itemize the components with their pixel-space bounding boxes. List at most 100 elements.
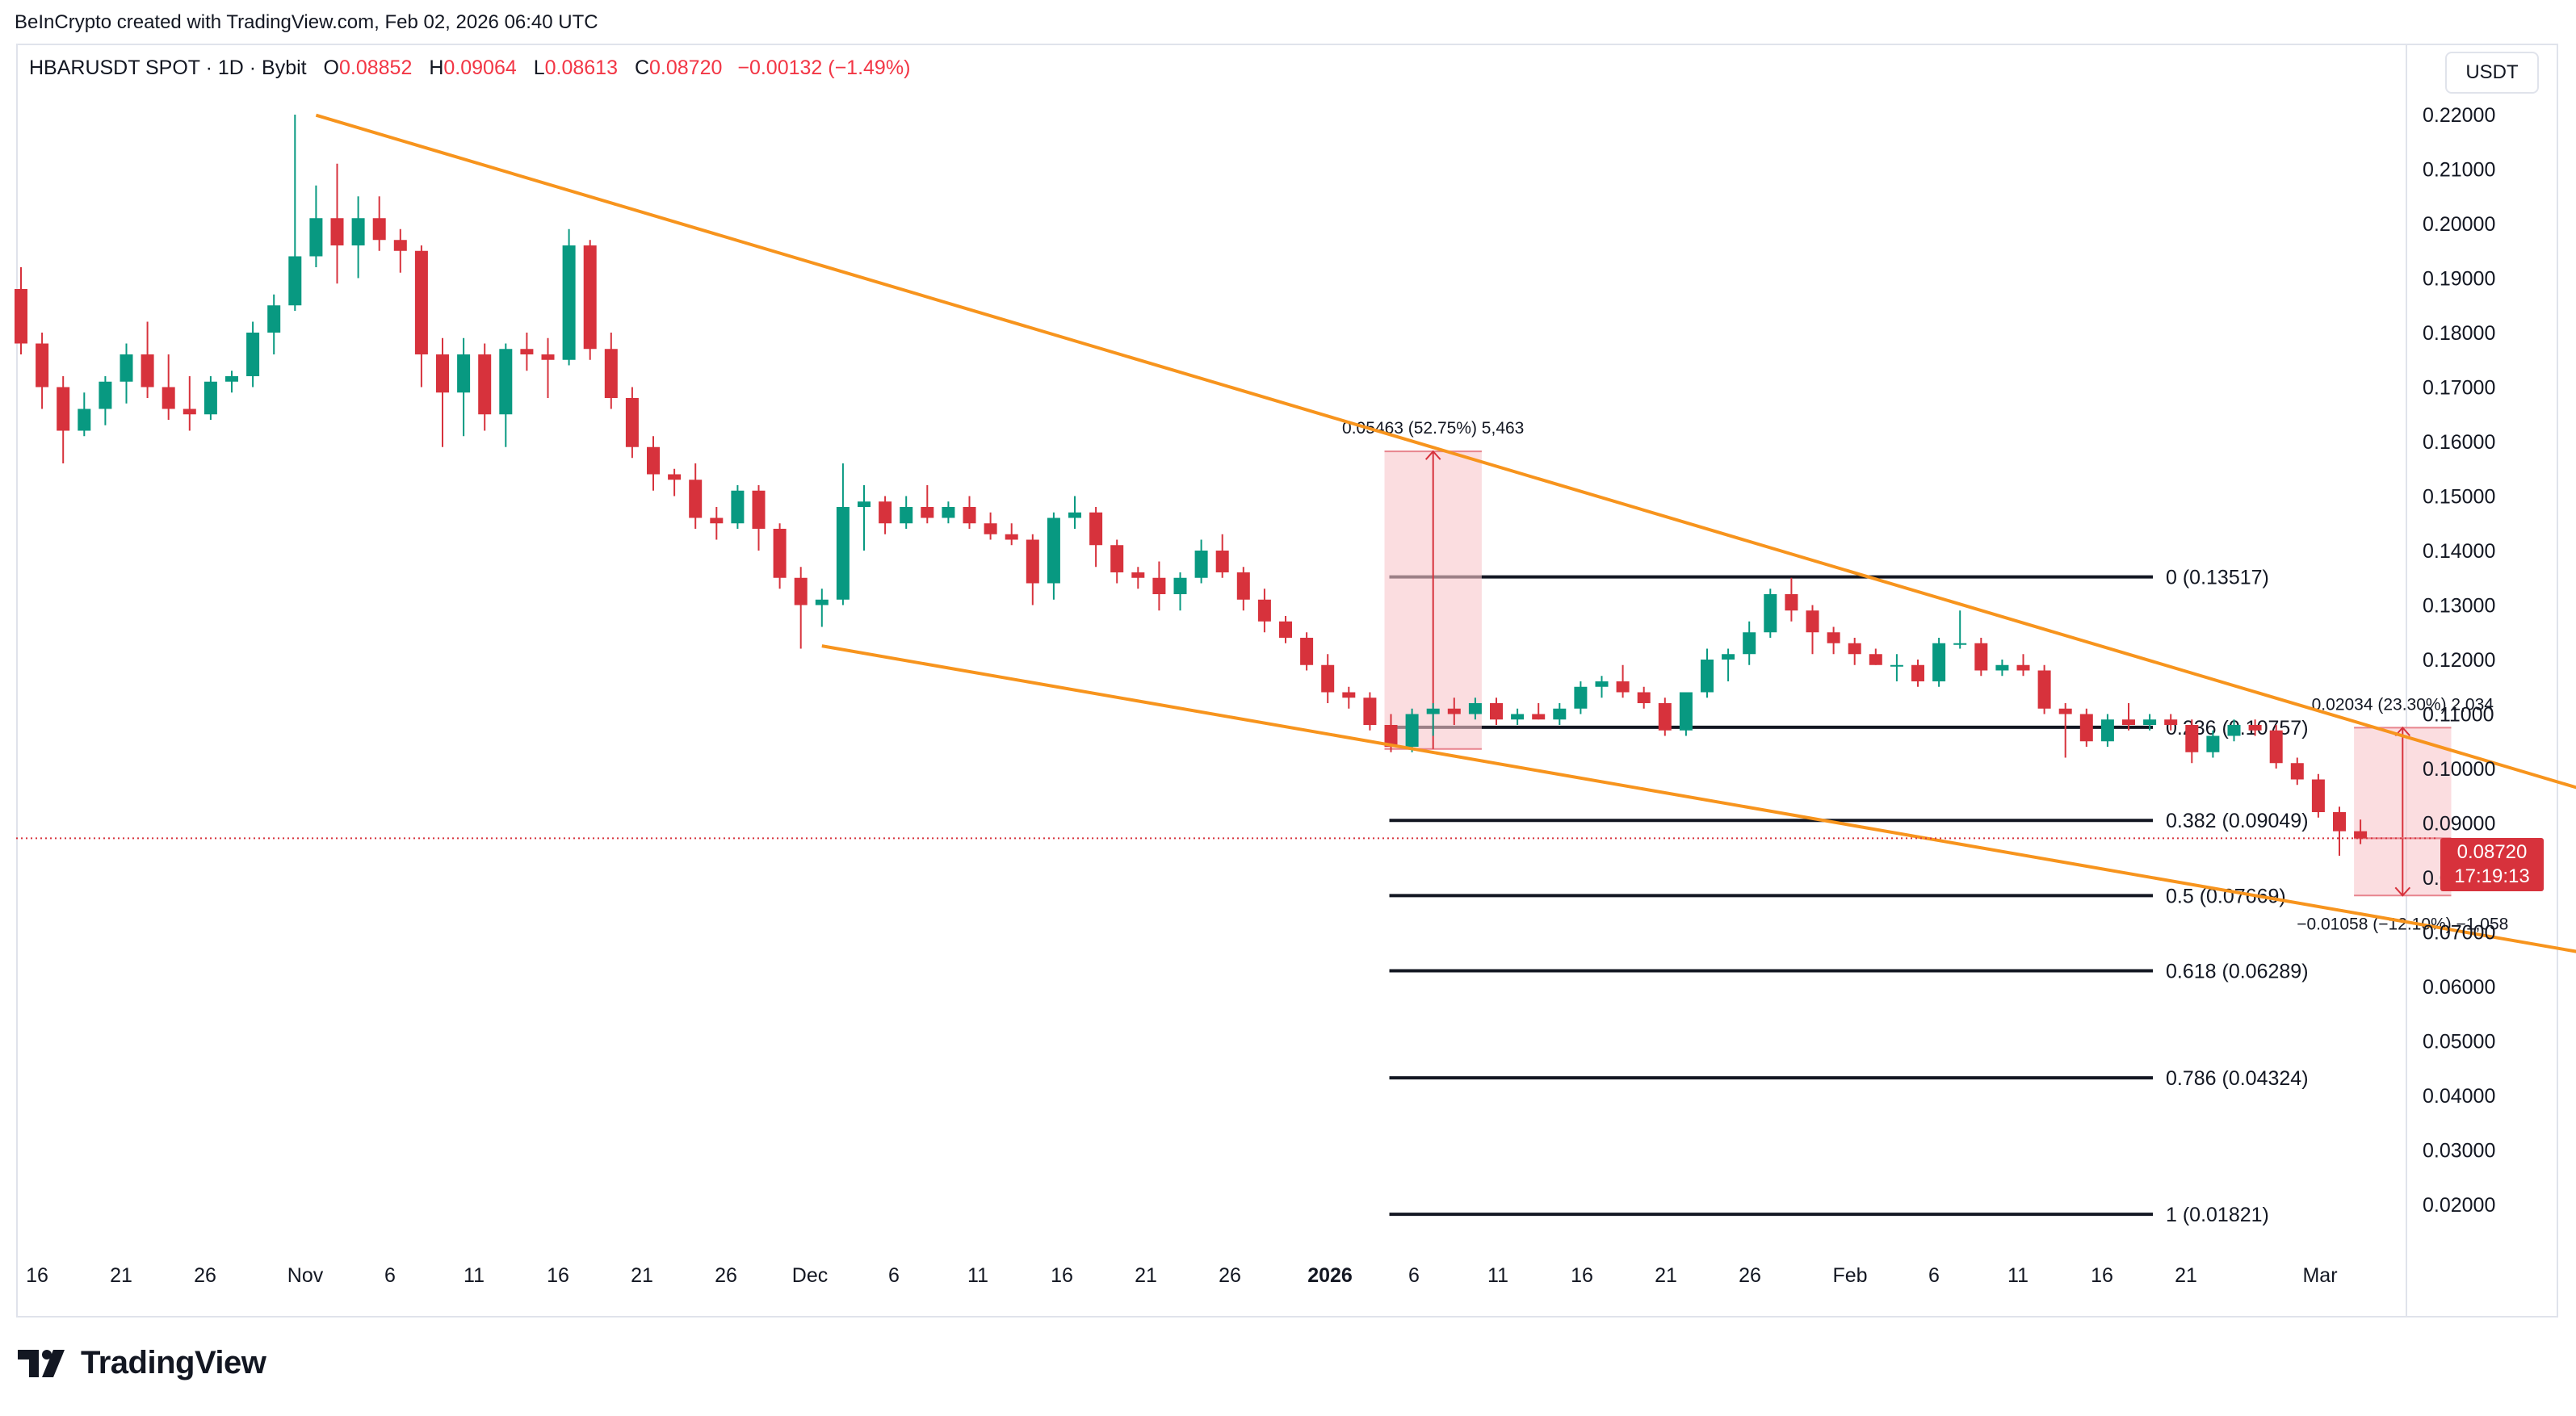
candle-body (309, 218, 323, 257)
x-tick-label: 26 (194, 1264, 216, 1287)
candle-body (836, 507, 850, 600)
falling-wedge-lines[interactable] (315, 113, 2576, 995)
candle-body (583, 245, 597, 350)
candle-body (1068, 512, 1081, 518)
candle-body (1848, 643, 1861, 655)
candle-body (689, 480, 703, 518)
x-tick-label: 11 (464, 1264, 485, 1287)
candle-body (541, 354, 555, 360)
candle-body (1194, 551, 1208, 578)
chart-credit: BeInCrypto created with TradingView.com,… (15, 11, 598, 33)
candle-body (710, 517, 724, 524)
candle-body (225, 376, 238, 382)
y-axis[interactable]: 0.22000 0.21000 0.20000 0.19000 0.18000 0.170… (2423, 104, 2495, 1217)
candle-body (2143, 719, 2157, 725)
candle-body (2290, 763, 2304, 780)
candle-body (99, 381, 112, 409)
candle-body (162, 387, 175, 409)
candle-body (372, 218, 386, 241)
candle-body (1616, 681, 1630, 693)
y-tick-label: 0.22000 (2423, 104, 2495, 127)
y-tick-label: 0.16000 (2423, 431, 2495, 454)
y-tick-label: 0.10000 (2423, 758, 2495, 781)
candle-body (1574, 686, 1588, 709)
candle-body (393, 240, 407, 251)
candle-body (1215, 551, 1229, 572)
candle-body (2248, 725, 2262, 731)
candle-body (1405, 714, 1419, 747)
candle-body (267, 305, 281, 333)
y-tick-label: 0.14000 (2423, 540, 2495, 563)
candle-body (2333, 812, 2346, 832)
x-axis[interactable]: 16 21 26 Nov 6 11 16 21 26 Dec 6 11 16 21 26 2026 6 11 16 2… (26, 1264, 2337, 1287)
low-value: 0.08613 (544, 57, 618, 79)
candle-body (436, 354, 449, 393)
last-price-value: 0.08720 (2456, 841, 2528, 863)
candle-body (351, 218, 365, 245)
measure-range-arrowhead (1424, 450, 1441, 460)
y-tick-label: 0.17000 (2423, 377, 2495, 400)
y-tick-label: 0.04000 (2423, 1085, 2495, 1108)
symbol-name: HBARUSDT SPOT · 1D · Bybit (29, 57, 307, 79)
candle-body (773, 529, 787, 578)
candle-body (879, 501, 892, 524)
fib-level-label: 0.786 (0.04324) (2166, 1067, 2309, 1090)
candles (15, 115, 2368, 856)
candle-body (1637, 692, 1651, 703)
y-tick-label: 0.18000 (2423, 322, 2495, 345)
candle-body (1658, 703, 1672, 731)
y-tick-label: 0.02000 (2423, 1194, 2495, 1217)
candle-body (457, 354, 471, 393)
candle-body (2164, 719, 2178, 725)
y-tick-label: 0.21000 (2423, 159, 2495, 182)
x-tick-label: Nov (287, 1264, 324, 1287)
x-tick-label: 6 (1928, 1264, 1940, 1287)
x-tick-label: 2026 (1307, 1264, 1353, 1287)
candle-body (921, 507, 934, 518)
x-tick-label: 16 (1571, 1264, 1593, 1287)
x-tick-label: 16 (26, 1264, 48, 1287)
symbol-legend: HBARUSDT SPOT · 1D · Bybit O0.08852 H0.0… (29, 57, 910, 80)
fib-level-label: 0 (0.13517) (2166, 567, 2269, 589)
candle-body (2037, 670, 2051, 709)
candle-body (141, 354, 154, 388)
candle-body (668, 474, 682, 480)
candle-body (499, 349, 513, 415)
candle-body (1363, 698, 1377, 725)
candle-body (794, 577, 808, 605)
wedge-lower-line (821, 644, 2576, 953)
candle-body (57, 387, 70, 431)
change-value: −0.00132 (−1.49%) (737, 57, 911, 79)
y-tick-label: 0.03000 (2423, 1140, 2495, 1163)
open-value: 0.08852 (339, 57, 413, 79)
candle-body (78, 408, 91, 431)
x-tick-label: Dec (792, 1264, 828, 1287)
y-tick-label: 0.06000 (2423, 976, 2495, 999)
candle-body (520, 349, 534, 354)
low-label: L (533, 57, 545, 79)
candle-body (246, 333, 260, 376)
candle-body (2100, 719, 2114, 742)
candle-body (1679, 692, 1693, 731)
y-tick-label: 0.09000 (2423, 813, 2495, 836)
y-tick-label: 0.15000 (2423, 486, 2495, 509)
candle-body (1342, 692, 1356, 698)
candle-body (1553, 708, 1567, 720)
candle-body (2058, 708, 2072, 714)
candle-body (2206, 735, 2220, 752)
candle-body (183, 408, 196, 415)
candle-body (1511, 714, 1525, 720)
currency-button[interactable]: USDT (2445, 52, 2539, 94)
tradingview-logo[interactable]: TradingView (18, 1345, 266, 1381)
candle-body (1300, 638, 1314, 665)
x-tick-label: 21 (631, 1264, 653, 1287)
candle-body (1426, 708, 1440, 714)
x-tick-label: 16 (2091, 1264, 2113, 1287)
price-scale-border (2406, 45, 2407, 1316)
candle-body (1131, 572, 1145, 578)
candle-body (1321, 664, 1335, 693)
candle-body (963, 507, 976, 524)
x-tick-label: 26 (715, 1264, 737, 1287)
